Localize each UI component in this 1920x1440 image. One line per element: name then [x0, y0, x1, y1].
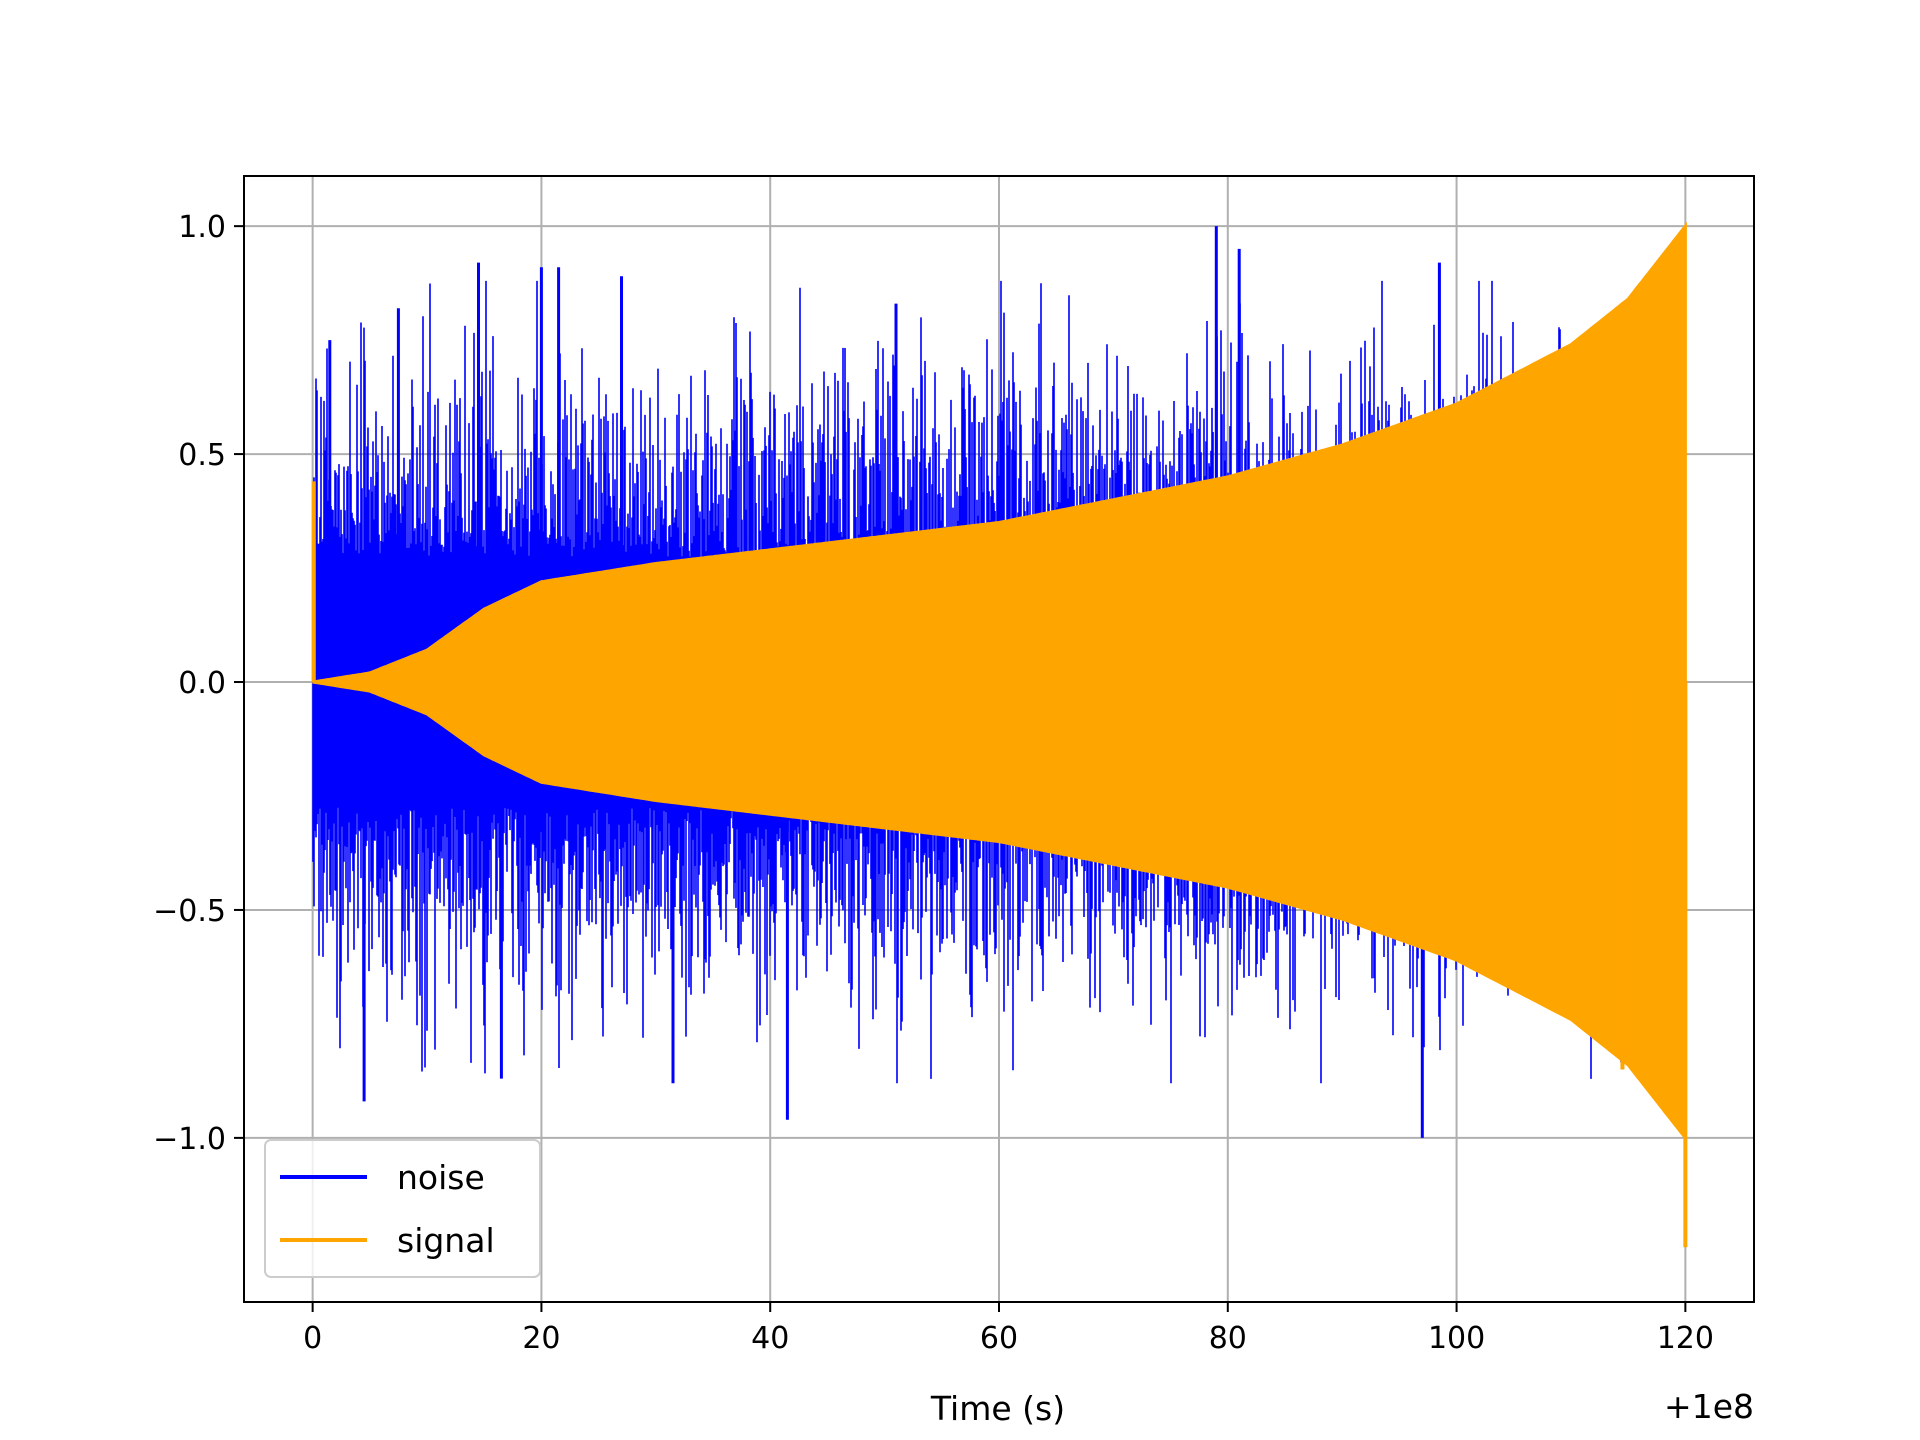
- x-tick-label: 20: [522, 1321, 560, 1356]
- y-tick-label: −0.5: [153, 894, 226, 929]
- plot-area: [311, 221, 1688, 1248]
- y-tick-label: 0.5: [178, 438, 226, 473]
- x-tick-label: 40: [751, 1321, 789, 1356]
- legend-label-noise: noise: [397, 1158, 485, 1197]
- x-tick-label: 100: [1428, 1321, 1485, 1356]
- signal-envelope: [312, 221, 1687, 1143]
- legend: noise signal: [264, 1139, 541, 1278]
- signal-series: [311, 221, 1688, 1248]
- x-tick-label: 0: [303, 1321, 322, 1356]
- y-tick-label: −1.0: [153, 1122, 226, 1157]
- y-axis: −1.0 −0.5 0.0 0.5 1.0: [153, 210, 244, 1157]
- y-tick-label: 1.0: [178, 210, 226, 245]
- legend-box: [264, 1139, 541, 1278]
- x-axis-label: Time (s): [930, 1389, 1065, 1428]
- x-tick-label: 60: [980, 1321, 1018, 1356]
- x-tick-label: 80: [1209, 1321, 1247, 1356]
- x-axis: 0 20 40 60 80 100 120: [303, 1302, 1714, 1356]
- y-tick-label: 0.0: [178, 666, 226, 701]
- x-tick-label: 120: [1657, 1321, 1714, 1356]
- legend-label-signal: signal: [397, 1221, 495, 1260]
- x-offset-label: +1e8: [1664, 1387, 1754, 1426]
